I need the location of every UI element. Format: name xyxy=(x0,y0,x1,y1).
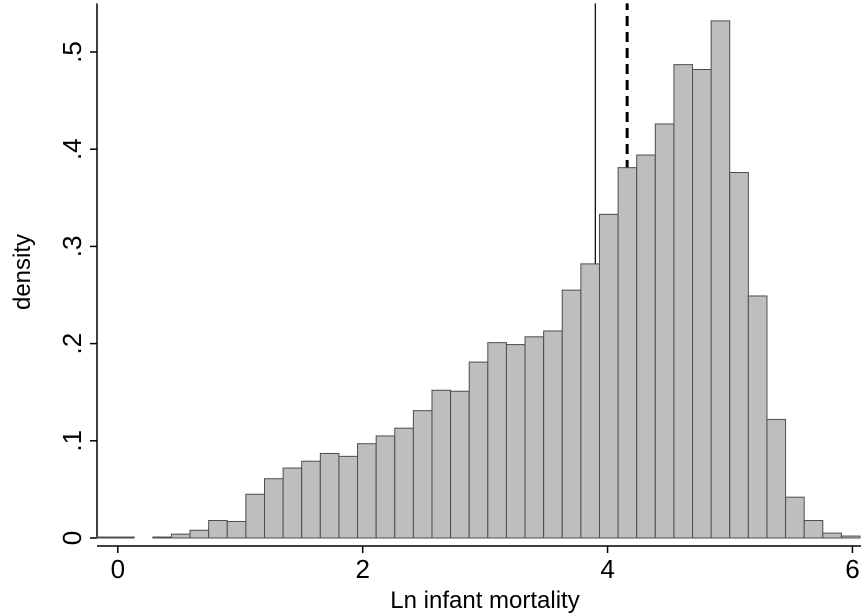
bar xyxy=(357,443,377,539)
bar xyxy=(431,389,452,539)
bar xyxy=(524,336,545,539)
bar xyxy=(282,467,303,539)
bar xyxy=(673,64,694,539)
y-tick-label: .4 xyxy=(57,138,87,160)
bar xyxy=(487,342,507,539)
bar xyxy=(189,529,210,539)
y-tick-label: .5 xyxy=(57,41,87,63)
bar xyxy=(729,172,749,539)
bar xyxy=(636,154,656,539)
y-tick-label: .1 xyxy=(57,430,87,452)
bar xyxy=(580,263,600,539)
bar xyxy=(468,361,489,539)
bar xyxy=(617,167,638,539)
bar xyxy=(319,452,340,539)
bar xyxy=(263,478,284,539)
y-tick-label: 0 xyxy=(57,531,87,545)
bar xyxy=(766,418,787,539)
bar xyxy=(375,435,396,539)
bar xyxy=(654,123,675,539)
bar xyxy=(226,520,247,539)
bar xyxy=(450,390,470,539)
x-tick-label: 4 xyxy=(600,554,614,584)
bar xyxy=(152,536,172,539)
bar xyxy=(561,289,582,539)
x-tick-label: 2 xyxy=(355,554,369,584)
bar xyxy=(710,20,731,539)
bar xyxy=(115,536,135,539)
bar xyxy=(692,68,712,539)
y-tick-label: .3 xyxy=(57,236,87,258)
bar xyxy=(598,213,619,539)
bar xyxy=(394,427,414,539)
bar xyxy=(245,493,265,539)
bar xyxy=(338,455,359,539)
bar xyxy=(747,295,768,539)
bar xyxy=(822,532,842,539)
bar xyxy=(412,410,433,539)
y-axis-title: density xyxy=(9,234,36,310)
bar xyxy=(301,460,321,539)
bar xyxy=(803,520,824,539)
bar xyxy=(505,344,526,539)
bar xyxy=(785,496,805,539)
bar xyxy=(840,535,861,539)
x-axis-title: Ln infant mortality xyxy=(390,587,579,614)
x-tick-label: 6 xyxy=(845,554,859,584)
bar xyxy=(543,330,563,539)
bar xyxy=(208,520,228,539)
bar xyxy=(96,536,117,539)
bar xyxy=(170,533,191,539)
x-tick-label: 0 xyxy=(111,554,125,584)
y-tick-label: .2 xyxy=(57,333,87,355)
